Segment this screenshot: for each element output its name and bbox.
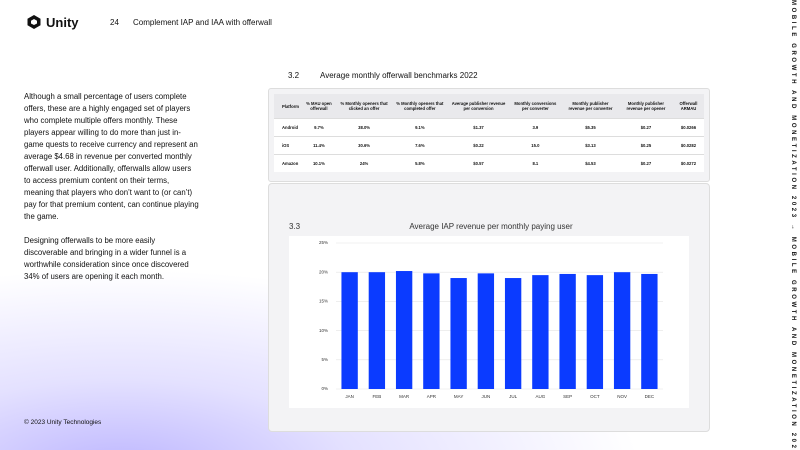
side-text: MOBILE GROWTH AND MONETIZATION 2023 → MO… — [790, 0, 796, 450]
table-cell: 24% — [336, 154, 392, 172]
section-title: Average monthly offerwall benchmarks 202… — [320, 71, 478, 80]
paragraph: Designing offerwalls to be more easily d… — [24, 236, 189, 281]
header-row: Platform% MAU open offerwall% Monthly op… — [274, 94, 704, 119]
y-tick-label: 20% — [319, 269, 328, 274]
table-cell: 5.8% — [391, 154, 449, 172]
table-panel: Platform% MAU open offerwall% Monthly op… — [268, 88, 710, 182]
column-header: Platform — [274, 94, 301, 119]
chart-panel: 3.3 Average IAP revenue per monthly payi… — [268, 183, 710, 432]
body-text: Although a small percentage of users com… — [24, 91, 199, 295]
table-cell: 8.1 — [508, 154, 562, 172]
table-cell: $0.27 — [618, 154, 673, 172]
bar — [477, 273, 495, 389]
y-tick-label: 15% — [319, 299, 328, 304]
table-cell: iOS — [274, 136, 301, 155]
bar — [368, 272, 386, 389]
table-cell: $3.13 — [561, 136, 619, 155]
table-cell: 7.6% — [391, 136, 449, 155]
bar — [586, 275, 604, 389]
table-cell: $1.37 — [448, 118, 509, 137]
bar — [341, 272, 358, 389]
table-cell: 15.0 — [508, 136, 562, 155]
table-cell: Amazon — [274, 154, 301, 172]
table-cell: $0.0272 — [672, 154, 704, 172]
table-cell: $5.35 — [561, 118, 619, 137]
page-number: 24 — [110, 18, 119, 27]
column-header: Offerwall ARMAU — [672, 94, 704, 119]
logo-text: Unity — [46, 14, 79, 30]
table-cell: 38.0% — [336, 118, 392, 137]
column-header: Monthly conversions per converter — [508, 94, 562, 119]
x-tick-label: MAY — [454, 394, 463, 399]
table-cell: 9.1% — [391, 118, 449, 137]
bar — [613, 272, 631, 389]
bar — [504, 278, 522, 389]
y-tick-label: 0% — [321, 386, 328, 391]
y-tick-label: 25% — [319, 240, 328, 245]
y-tick-label: 10% — [319, 328, 328, 333]
y-tick-label: 5% — [321, 357, 328, 362]
table-cell: $4.53 — [561, 154, 619, 172]
bar — [532, 275, 549, 389]
x-tick-label: AUG — [535, 394, 545, 399]
benchmark-table: Platform% MAU open offerwall% Monthly op… — [274, 94, 704, 172]
table-cell: $0.0282 — [672, 136, 704, 155]
paragraph: Although a small percentage of users com… — [24, 92, 199, 221]
column-header: Average publisher revenue per conversion — [448, 94, 509, 119]
table-cell: 11.4% — [301, 136, 337, 155]
bar — [641, 273, 658, 389]
column-header: Monthly publisher revenue per opener — [618, 94, 673, 119]
x-tick-label: JUL — [509, 394, 517, 399]
column-header: % Monthly openers that clicked an offer — [336, 94, 392, 119]
table-row: Amazon 10.1% 24% 5.8% $0.57 8.1 $4.53 $0.27 $0.0… — [274, 154, 704, 172]
table-cell: $0.57 — [448, 154, 509, 172]
table-row: iOS 11.4% 30.6% 7.6% $0.22 15.0 $3.13 $0.25 $0.0… — [274, 136, 704, 155]
x-tick-label: MAR — [399, 394, 410, 399]
x-tick-label: JUN — [482, 394, 491, 399]
table-cell: Android — [274, 118, 301, 137]
header-title: Complement IAP and IAA with offerwall — [133, 18, 272, 27]
x-tick-label: FEB — [372, 394, 381, 399]
logo-icon — [27, 15, 41, 29]
x-tick-label: OCT — [590, 394, 600, 399]
table-cell: 3.9 — [508, 118, 562, 137]
bar — [450, 278, 467, 389]
table-row: Android 9.7% 38.0% 9.1% $1.37 3.9 $5.35 $0.27 $0… — [274, 118, 704, 137]
table-cell: 30.6% — [336, 136, 392, 155]
column-header: Monthly publisher revenue per converter — [561, 94, 619, 119]
x-tick-label: APR — [427, 394, 437, 399]
x-tick-label: JAN — [345, 394, 354, 399]
bar — [559, 273, 576, 389]
x-tick-label: NOV — [617, 394, 627, 399]
table-cell: $0.27 — [618, 118, 673, 137]
bar — [423, 273, 440, 389]
x-tick-label: SEP — [563, 394, 572, 399]
table-cell: $0.25 — [618, 136, 673, 155]
column-header: % MAU open offerwall — [301, 94, 337, 119]
table-cell: 9.7% — [301, 118, 337, 137]
chart-title: Average IAP revenue per monthly paying u… — [409, 222, 573, 231]
column-header: % Monthly openers that completed offer — [391, 94, 449, 119]
x-tick-label: DEC — [645, 394, 655, 399]
footer: © 2023 Unity Technologies — [24, 419, 102, 426]
section-number: 3.2 — [288, 71, 300, 80]
logo: Unity — [26, 14, 79, 30]
chart: 3.3 Average IAP revenue per monthly payi… — [289, 222, 689, 408]
table-cell: $0.0266 — [672, 118, 704, 137]
bar — [395, 271, 413, 389]
table-cell: 10.1% — [301, 154, 337, 172]
section-number: 3.3 — [289, 222, 301, 231]
table-cell: $0.22 — [448, 136, 509, 155]
